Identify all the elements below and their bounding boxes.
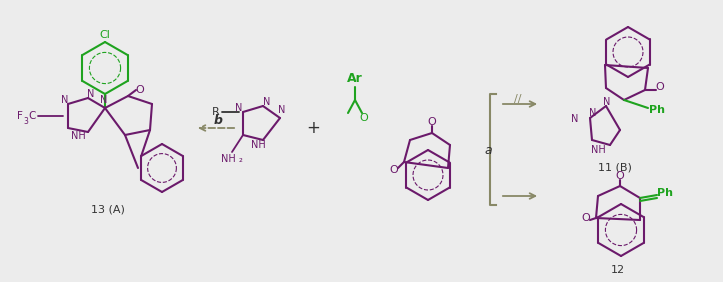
- Text: 13 (A): 13 (A): [91, 205, 125, 215]
- Text: O: O: [656, 82, 664, 92]
- Text: NH: NH: [221, 154, 236, 164]
- Text: F: F: [17, 111, 23, 121]
- Text: O: O: [390, 165, 398, 175]
- Text: N: N: [87, 89, 95, 99]
- Text: 11 (B): 11 (B): [598, 163, 632, 173]
- Text: R: R: [212, 107, 220, 117]
- Text: Cl: Cl: [100, 30, 111, 40]
- Text: b: b: [213, 114, 223, 127]
- Text: +: +: [306, 119, 320, 137]
- Text: N: N: [603, 97, 611, 107]
- Text: NH: NH: [251, 140, 265, 150]
- Text: N: N: [100, 95, 108, 105]
- Text: C: C: [28, 111, 35, 121]
- Text: Ph: Ph: [657, 188, 673, 198]
- Text: Ar: Ar: [347, 72, 363, 85]
- Text: a: a: [484, 144, 492, 157]
- Text: //: //: [514, 94, 522, 104]
- Text: ₂: ₂: [239, 154, 243, 164]
- Text: O: O: [136, 85, 145, 95]
- Text: 3: 3: [24, 116, 28, 125]
- Text: N: N: [61, 95, 69, 105]
- Text: O: O: [581, 213, 591, 223]
- Text: N: N: [278, 105, 286, 115]
- Text: N: N: [589, 108, 596, 118]
- Text: NH: NH: [71, 131, 85, 141]
- Text: 12: 12: [611, 265, 625, 275]
- Text: NH: NH: [591, 145, 605, 155]
- Text: N: N: [235, 103, 243, 113]
- Text: N: N: [571, 114, 578, 124]
- Text: O: O: [359, 113, 369, 123]
- Text: N: N: [263, 97, 270, 107]
- Text: O: O: [427, 117, 437, 127]
- Text: Ph: Ph: [649, 105, 665, 115]
- Text: O: O: [615, 171, 625, 181]
